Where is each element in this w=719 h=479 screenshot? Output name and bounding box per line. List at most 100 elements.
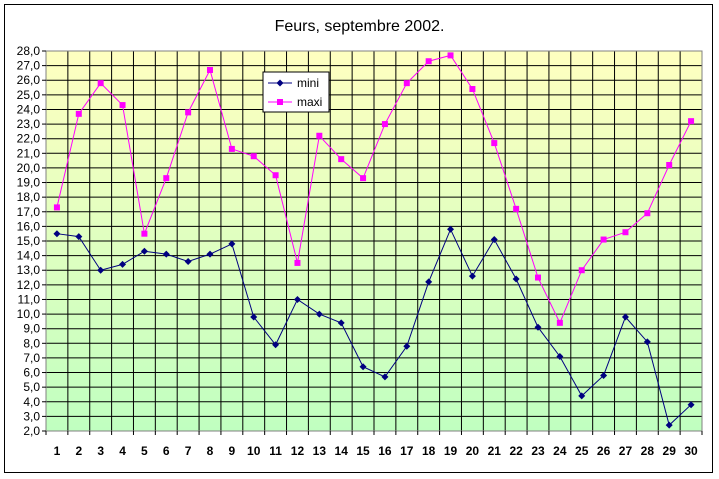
y-tick-label: 25,0	[17, 88, 41, 102]
data-point-mini	[534, 323, 542, 331]
x-tick-label: 29	[663, 444, 677, 458]
x-tick-label: 27	[619, 444, 633, 458]
x-tick-label: 26	[597, 444, 611, 458]
data-point-mini	[272, 341, 280, 349]
data-point-mini	[184, 257, 192, 265]
x-tick-label: 3	[97, 444, 104, 458]
data-point-maxi	[469, 86, 476, 92]
legend-box	[262, 71, 330, 113]
x-tick-label: 25	[575, 444, 589, 458]
data-point-mini	[621, 313, 629, 321]
y-tick-label: 4,0	[23, 395, 40, 409]
x-tick-label: 6	[163, 444, 170, 458]
x-tick-label: 24	[553, 444, 567, 458]
data-point-maxi	[163, 175, 170, 182]
data-point-maxi	[338, 156, 345, 163]
x-tick-label: 19	[444, 444, 458, 458]
x-tick-label: 16	[378, 444, 392, 458]
y-tick-label: 28,0	[17, 44, 41, 58]
legend-maxi-marker	[277, 99, 283, 105]
legend-maxi-label: maxi	[297, 95, 322, 109]
data-point-mini	[512, 275, 520, 283]
x-tick-label: 21	[488, 444, 502, 458]
x-tick-label: 7	[185, 444, 192, 458]
data-point-maxi	[622, 229, 629, 236]
data-point-mini	[359, 363, 367, 371]
y-tick-label: 2,0	[23, 424, 40, 438]
data-point-maxi	[272, 172, 279, 179]
data-point-maxi	[403, 80, 410, 87]
data-point-mini	[293, 295, 301, 303]
data-point-maxi	[666, 162, 673, 168]
y-tick-label: 10,0	[17, 307, 41, 321]
y-tick-label: 13,0	[17, 263, 41, 277]
data-point-maxi	[141, 230, 148, 237]
data-point-maxi	[535, 274, 541, 281]
data-point-maxi	[600, 236, 607, 243]
data-point-mini	[206, 250, 214, 258]
x-tick-label: 23	[531, 444, 545, 458]
data-point-maxi	[644, 210, 651, 217]
data-point-mini	[468, 272, 476, 280]
data-point-maxi	[294, 259, 301, 266]
data-point-mini	[556, 352, 564, 360]
x-tick-label: 10	[247, 444, 261, 458]
y-tick-label: 19,0	[17, 176, 41, 190]
y-tick-label: 22,0	[17, 132, 41, 146]
x-tick-label: 18	[422, 444, 436, 458]
y-tick-label: 7,0	[23, 351, 40, 365]
data-point-maxi	[185, 109, 192, 116]
y-tick-label: 24,0	[17, 102, 41, 116]
data-point-maxi	[97, 80, 104, 87]
x-tick-label: 28	[641, 444, 655, 458]
data-point-maxi	[688, 118, 695, 125]
y-tick-label: 14,0	[17, 249, 41, 263]
data-point-mini	[643, 338, 651, 346]
y-tick-label: 16,0	[17, 219, 41, 233]
y-tick-label: 9,0	[23, 322, 40, 336]
x-tick-label: 15	[356, 444, 370, 458]
data-point-maxi	[53, 204, 60, 211]
data-point-maxi	[360, 175, 367, 182]
x-tick-label: 22	[509, 444, 523, 458]
x-tick-label: 2	[75, 444, 82, 458]
x-tick-label: 8	[207, 444, 214, 458]
y-tick-label: 23,0	[17, 117, 41, 131]
y-axis: 2,03,04,05,06,07,08,09,010,011,012,013,0…	[17, 44, 46, 438]
y-tick-label: 8,0	[23, 336, 40, 350]
data-point-maxi	[228, 145, 235, 152]
data-point-maxi	[556, 319, 563, 326]
x-tick-label: 30	[684, 444, 698, 458]
data-point-mini	[119, 260, 127, 268]
data-point-maxi	[513, 205, 520, 212]
legend-mini-label: mini	[297, 76, 319, 90]
chart-title: Feurs, septembre 2002.	[274, 18, 445, 35]
legend-mini-marker	[276, 79, 284, 87]
data-point-mini	[162, 250, 170, 258]
data-point-mini	[97, 266, 105, 274]
series-layer	[53, 52, 695, 429]
y-tick-label: 12,0	[17, 278, 41, 292]
grid-lines	[45, 50, 703, 432]
data-point-maxi	[447, 52, 454, 59]
data-point-mini	[381, 373, 389, 381]
x-axis: 1 2 3 4 5 6 7 8 9 10 11 12 13 14 15 16 17 18 19 20 21 22 23 24 2…	[45, 431, 703, 458]
data-point-maxi	[119, 102, 126, 109]
data-point-maxi	[75, 110, 82, 117]
y-tick-label: 27,0	[17, 59, 41, 73]
data-point-maxi	[491, 140, 498, 147]
data-point-mini	[140, 247, 148, 255]
data-point-mini	[600, 371, 608, 379]
x-tick-label: 20	[466, 444, 480, 458]
data-point-mini	[337, 319, 345, 327]
data-point-maxi	[316, 132, 323, 139]
series-line-mini	[56, 228, 692, 427]
y-tick-label: 5,0	[23, 380, 40, 394]
y-tick-label: 15,0	[17, 234, 41, 248]
data-point-maxi	[207, 67, 213, 73]
x-tick-label: 14	[335, 444, 349, 458]
y-tick-label: 26,0	[17, 73, 41, 87]
data-point-maxi	[250, 153, 257, 160]
x-tick-label: 17	[400, 444, 414, 458]
